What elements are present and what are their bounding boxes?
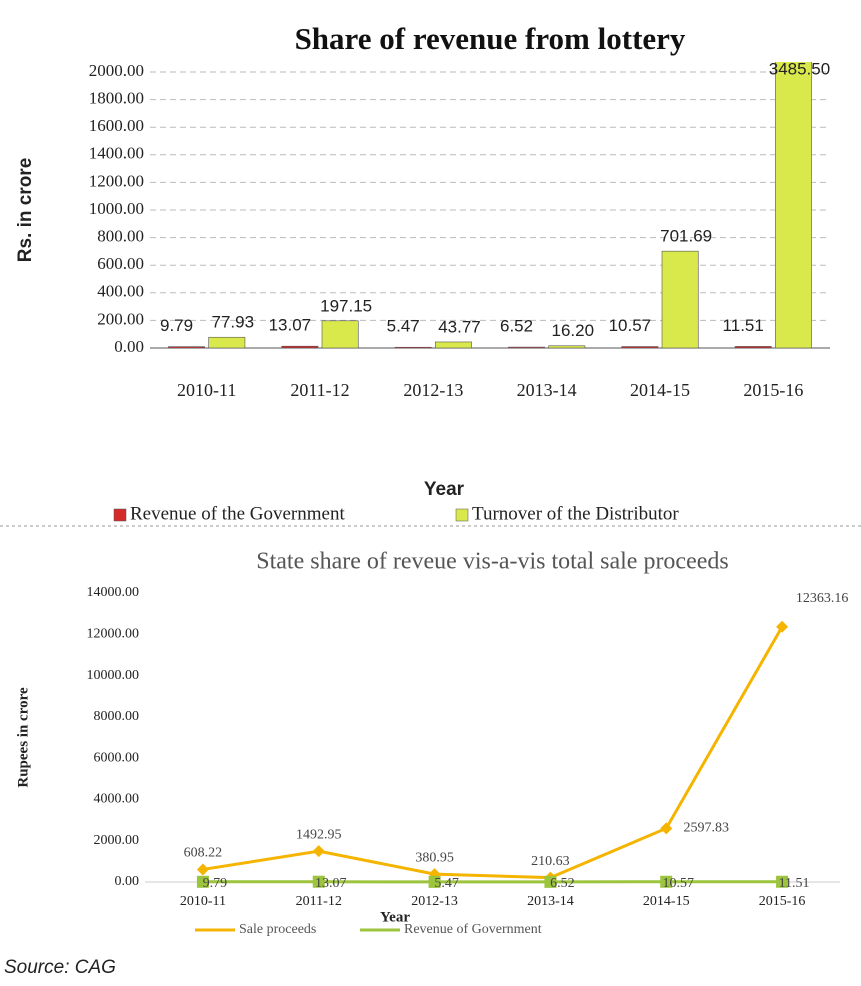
bar bbox=[621, 346, 659, 348]
data-label: 6.52 bbox=[550, 876, 575, 891]
x-axis-label: Year bbox=[424, 479, 465, 500]
y-tick-label: 8000.00 bbox=[94, 709, 140, 724]
marker bbox=[776, 620, 789, 633]
data-label: 3485.50 bbox=[769, 59, 830, 78]
legend-label: Revenue of Government bbox=[404, 922, 542, 937]
marker bbox=[660, 822, 673, 835]
x-tick-label: 2014-15 bbox=[630, 380, 690, 400]
y-tick-label: 200.00 bbox=[97, 309, 144, 328]
marker bbox=[776, 875, 789, 888]
data-label: 380.95 bbox=[415, 850, 454, 865]
y-tick-label: 12000.00 bbox=[87, 627, 140, 642]
y-tick-label: 0.00 bbox=[115, 874, 140, 889]
y-tick-label: 1800.00 bbox=[89, 89, 144, 108]
bar bbox=[508, 346, 545, 348]
y-tick-label: 1200.00 bbox=[89, 171, 144, 190]
data-label: 13.07 bbox=[315, 876, 347, 891]
bar bbox=[208, 336, 246, 348]
x-tick-label: 2013-14 bbox=[527, 894, 574, 909]
data-label: 13.07 bbox=[269, 316, 312, 335]
bar bbox=[775, 62, 812, 348]
x-tick-label: 2012-13 bbox=[411, 894, 458, 909]
data-label: 6.52 bbox=[500, 317, 533, 336]
bars bbox=[168, 62, 812, 348]
bar bbox=[435, 341, 472, 348]
x-tick-label: 2013-14 bbox=[517, 380, 577, 400]
bar bbox=[168, 346, 205, 348]
marker bbox=[196, 863, 209, 876]
x-tick-label: 2015-16 bbox=[759, 894, 806, 909]
x-axis-label: Year bbox=[380, 909, 410, 925]
marker bbox=[660, 875, 673, 888]
x-tick-label: 2011-12 bbox=[296, 894, 342, 909]
chart-title: Share of revenue from lottery bbox=[295, 21, 686, 56]
data-label: 5.47 bbox=[434, 876, 459, 891]
data-label: 5.47 bbox=[387, 317, 420, 336]
data-label: 608.22 bbox=[184, 846, 223, 861]
marker bbox=[428, 875, 441, 888]
y-tick-label: 4000.00 bbox=[94, 792, 140, 807]
data-label: 11.51 bbox=[779, 876, 810, 891]
data-label: 210.63 bbox=[531, 854, 570, 869]
data-label: 77.93 bbox=[212, 313, 255, 332]
marker bbox=[544, 875, 557, 888]
x-tick-label: 2015-16 bbox=[743, 380, 803, 400]
data-label: 10.57 bbox=[609, 316, 652, 335]
data-label: 43.77 bbox=[438, 317, 481, 336]
data-label: 197.15 bbox=[320, 296, 372, 315]
y-tick-label: 600.00 bbox=[97, 254, 144, 273]
legend-label: Revenue of the Government bbox=[130, 503, 345, 524]
bar bbox=[281, 345, 319, 348]
data-label: 12363.16 bbox=[796, 591, 849, 606]
legend-label: Sale proceeds bbox=[239, 922, 316, 937]
y-tick-label: 2000.00 bbox=[89, 61, 144, 80]
marker bbox=[196, 875, 209, 888]
legend-label: Turnover of the Distributor bbox=[472, 503, 679, 524]
data-label: 1492.95 bbox=[296, 827, 342, 842]
bar bbox=[661, 250, 699, 348]
y-axis-label: Rupees in crore bbox=[15, 687, 31, 788]
bar bbox=[394, 346, 432, 348]
legend-swatch bbox=[113, 508, 127, 522]
data-label: 10.57 bbox=[663, 876, 695, 891]
x-tick-label: 2010-11 bbox=[180, 894, 226, 909]
y-tick-label: 1000.00 bbox=[89, 199, 144, 218]
y-tick-label: 14000.00 bbox=[87, 585, 140, 600]
y-tick-label: 800.00 bbox=[97, 227, 144, 246]
data-label: 701.69 bbox=[660, 227, 712, 246]
bar bbox=[734, 346, 772, 348]
y-tick-label: 0.00 bbox=[114, 337, 144, 356]
x-tick-label: 2010-11 bbox=[177, 380, 236, 400]
y-tick-label: 6000.00 bbox=[94, 750, 140, 765]
marker bbox=[312, 875, 325, 888]
chart-title: State share of reveue vis-a-vis total sa… bbox=[256, 549, 728, 575]
data-label: 9.79 bbox=[160, 316, 193, 335]
x-tick-label: 2012-13 bbox=[403, 380, 463, 400]
bar bbox=[321, 320, 359, 348]
y-tick-label: 400.00 bbox=[97, 282, 144, 301]
data-label: 16.20 bbox=[552, 321, 595, 340]
bar bbox=[548, 345, 586, 348]
data-label: 2597.83 bbox=[684, 821, 730, 836]
marker bbox=[312, 845, 325, 858]
y-tick-label: 10000.00 bbox=[87, 668, 140, 683]
x-tick-label: 2014-15 bbox=[643, 894, 690, 909]
y-tick-label: 1600.00 bbox=[89, 116, 144, 135]
y-tick-label: 2000.00 bbox=[94, 833, 140, 848]
legend-swatch bbox=[455, 508, 469, 522]
source-note: Source: CAG bbox=[4, 957, 116, 978]
x-tick-label: 2011-12 bbox=[290, 380, 349, 400]
data-label: 11.51 bbox=[723, 316, 764, 335]
series-line bbox=[202, 626, 784, 880]
data-label: 9.79 bbox=[203, 876, 228, 891]
y-axis-label: Rs. in crore bbox=[15, 158, 36, 263]
y-tick-label: 1400.00 bbox=[89, 144, 144, 163]
